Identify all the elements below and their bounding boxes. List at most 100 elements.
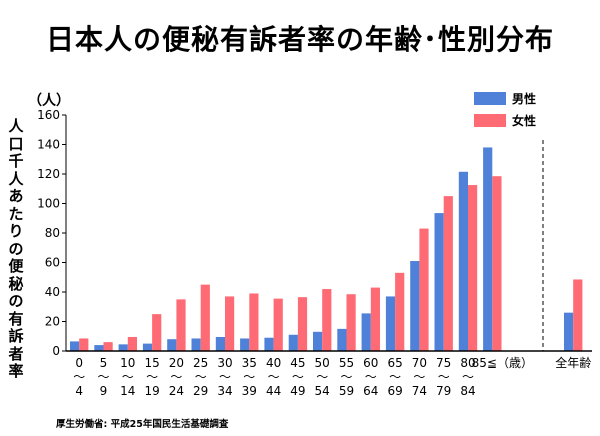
x-category-label: 45 (290, 356, 305, 370)
x-category-label: 49 (290, 384, 305, 398)
x-category-label: 〜 (146, 370, 158, 384)
x-category-label: 50 (315, 356, 330, 370)
x-category-label: 〜 (195, 370, 207, 384)
x-category-label: 44 (266, 384, 281, 398)
x-category-label: 85≦（歳） (472, 356, 533, 370)
female-bar (468, 185, 478, 351)
y-tick-label: 100 (37, 197, 60, 211)
y-tick-label: 20 (45, 315, 60, 329)
x-category-label: 4 (75, 384, 83, 398)
y-tick-label: 120 (37, 167, 60, 181)
x-category-label: 〜 (438, 370, 450, 384)
x-category-label: 9 (100, 384, 108, 398)
x-category-label: 14 (120, 384, 135, 398)
y-axis-unit: （人） (28, 93, 70, 109)
x-category-label: 〜 (462, 370, 474, 384)
male-bar (483, 147, 493, 351)
x-category-label: 60 (363, 356, 378, 370)
legend-label: 女性 (512, 113, 536, 128)
x-category-label: 10 (120, 356, 135, 370)
x-category-label: 30 (217, 356, 232, 370)
x-category-label: 19 (144, 384, 159, 398)
x-category-label: 24 (169, 384, 184, 398)
female-bar (297, 297, 308, 351)
x-category-label: 15 (144, 356, 159, 370)
x-category-label: 65 (387, 356, 402, 370)
source-note: 厚生労働省: 平成25年国民生活基礎調査 (56, 419, 229, 430)
female-bar (127, 336, 137, 351)
y-axis-label: 人口千人あたりの便秘の有訴者率 (8, 117, 24, 380)
x-category-label: 54 (315, 384, 330, 398)
x-category-label: 〜 (365, 370, 377, 384)
x-category-label: 34 (217, 384, 232, 398)
x-category-label: 〜 (122, 370, 134, 384)
female-bar (273, 298, 283, 351)
x-category-label: 29 (193, 384, 208, 398)
male-bar (337, 328, 347, 351)
x-category-label: 25 (193, 356, 208, 370)
male-bar (410, 261, 420, 351)
male-bar (434, 213, 444, 351)
y-tick-label: 160 (37, 108, 60, 122)
x-category-label: 5 (100, 356, 108, 370)
bars (70, 147, 583, 351)
y-tick-label: 140 (37, 138, 60, 152)
female-bar (419, 228, 429, 351)
male-bar (361, 313, 371, 351)
x-category-label: 69 (387, 384, 402, 398)
x-category-label: 40 (266, 356, 281, 370)
y-tick-label: 80 (45, 226, 60, 240)
male-bar (240, 338, 250, 351)
x-category-label: 〜 (170, 370, 182, 384)
legend-swatch (474, 92, 506, 105)
x-category-label: 59 (339, 384, 354, 398)
female-bar (79, 338, 89, 351)
female-bar (443, 196, 453, 351)
x-category-label: 75 (436, 356, 451, 370)
x-category-label: 〜 (316, 370, 328, 384)
male-bar (118, 344, 128, 351)
female-bar (176, 299, 186, 351)
female-bar (249, 293, 259, 351)
male-bar (94, 345, 104, 351)
x-category-label: 〜 (292, 370, 304, 384)
female-bar (200, 284, 210, 351)
axes (65, 115, 592, 352)
x-category-label: 79 (436, 384, 451, 398)
x-category-label: 〜 (413, 370, 425, 384)
x-category-label: 74 (412, 384, 427, 398)
female-bar (103, 342, 113, 351)
female-bar (225, 296, 235, 351)
legend-swatch (474, 114, 506, 127)
x-category-label: 39 (242, 384, 257, 398)
female-bar (322, 289, 332, 351)
x-category-label: 80 (460, 356, 475, 370)
chart-title: 日本人の便秘有訴者率の年齢･性別分布 (45, 23, 554, 56)
male-bar (385, 296, 396, 351)
female-bar (395, 272, 405, 351)
y-axis-ticks: 0 20 40 60 80 100 120 140 160 (37, 108, 66, 358)
y-tick-label: 0 (52, 344, 60, 358)
male-bar (458, 171, 468, 351)
x-category-label: 55 (339, 356, 354, 370)
x-category-label: 〜 (97, 370, 109, 384)
x-category-label: 〜 (268, 370, 280, 384)
female-bar (346, 294, 356, 351)
x-category-label: 〜 (389, 370, 401, 384)
male-bar (191, 338, 201, 351)
x-category-label: 〜 (340, 370, 352, 384)
male-bar (264, 337, 274, 351)
male-bar (288, 334, 298, 351)
x-category-label: 全年齢 (555, 355, 591, 370)
x-category-label: 64 (363, 384, 378, 398)
female-bar (152, 314, 162, 351)
female-bar (370, 287, 380, 351)
male-bar (313, 331, 323, 351)
male-bar (564, 312, 574, 351)
x-category-label: 〜 (73, 370, 85, 384)
x-category-label: 〜 (243, 370, 255, 384)
x-axis-labels: 0〜45〜910〜1415〜1920〜2425〜2930〜3435〜3940〜4… (73, 355, 591, 398)
male-bar (215, 336, 225, 351)
